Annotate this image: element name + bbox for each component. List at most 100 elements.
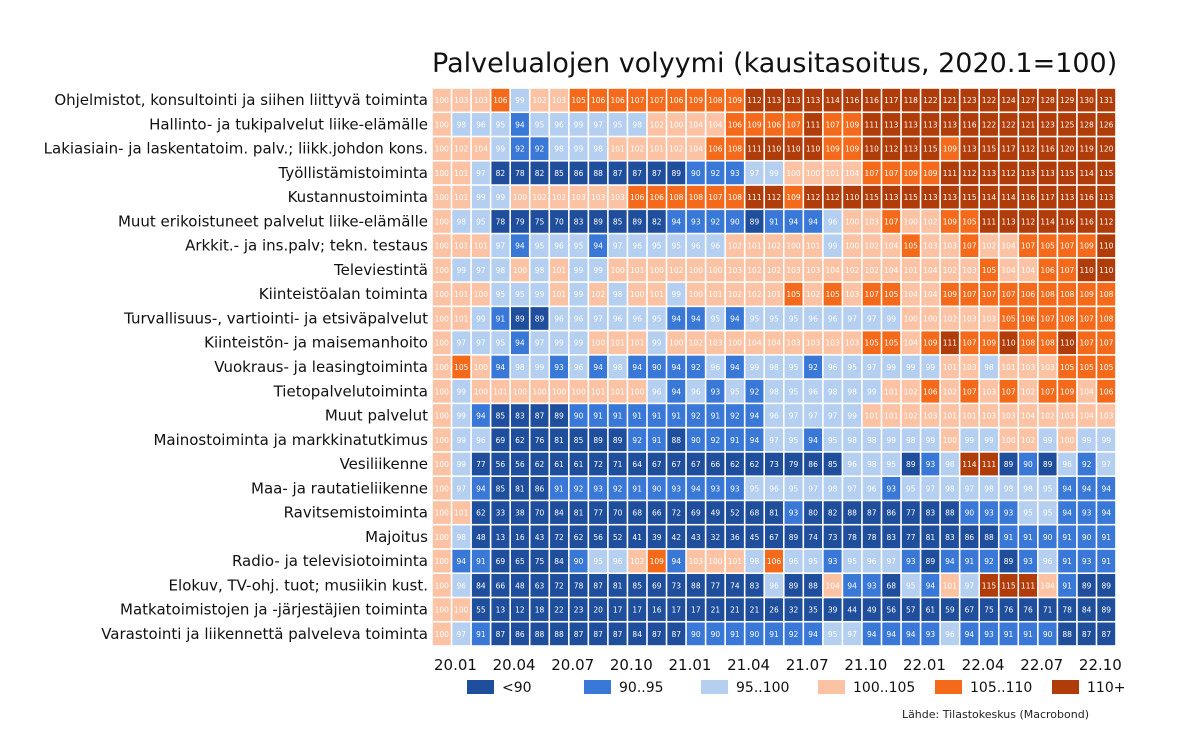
heatmap-cell bbox=[510, 137, 529, 160]
cell-value-label: 89 bbox=[1004, 460, 1014, 469]
cell-value-label: 89 bbox=[554, 412, 564, 421]
cell-value-label: 102 bbox=[845, 266, 860, 275]
heatmap-cell bbox=[706, 476, 725, 500]
cell-value-label: 110 bbox=[806, 145, 821, 154]
heatmap-cell bbox=[999, 379, 1018, 403]
heatmap-cell bbox=[960, 476, 979, 500]
cell-value-label: 96 bbox=[867, 484, 877, 493]
heatmap-cell bbox=[608, 88, 627, 112]
heatmap-cell bbox=[725, 428, 744, 452]
heatmap-cell bbox=[804, 234, 823, 258]
cell-value-label: 87 bbox=[632, 169, 642, 178]
cell-value-label: 91 bbox=[711, 412, 721, 421]
cell-value-label: 98 bbox=[554, 145, 564, 154]
heatmap-cell bbox=[843, 574, 862, 597]
heatmap-cell bbox=[745, 258, 764, 282]
cell-value-label: 82 bbox=[828, 509, 838, 518]
row-label: Lakiasiain- ja laskentatoim. palv.; liik… bbox=[44, 140, 428, 158]
cell-value-label: 90 bbox=[652, 484, 662, 493]
heatmap-cell bbox=[550, 307, 568, 330]
heatmap-cell bbox=[1058, 574, 1077, 597]
heatmap-cell bbox=[862, 258, 881, 282]
cell-value-label: 94 bbox=[730, 363, 740, 372]
cell-value-label: 87 bbox=[574, 630, 584, 639]
heatmap-cell bbox=[843, 501, 862, 524]
cell-value-label: 61 bbox=[926, 606, 936, 615]
heatmap-cell bbox=[647, 137, 666, 160]
cell-value-label: 100 bbox=[435, 387, 450, 396]
heatmap-cell bbox=[901, 622, 920, 646]
cell-value-label: 101 bbox=[747, 242, 762, 251]
cell-value-label: 92 bbox=[632, 436, 642, 445]
cell-value-label: 95 bbox=[613, 120, 623, 129]
heatmap-cell bbox=[784, 476, 803, 500]
cell-value-label: 96 bbox=[1062, 460, 1072, 469]
heatmap-cell bbox=[510, 428, 529, 452]
cell-value-label: 113 bbox=[923, 120, 938, 129]
cell-value-label: 113 bbox=[884, 120, 899, 129]
heatmap-cell bbox=[608, 598, 627, 621]
cell-value-label: 103 bbox=[982, 412, 997, 421]
heatmap-cell bbox=[862, 476, 881, 500]
cell-value-label: 97 bbox=[593, 120, 603, 129]
heatmap-cell bbox=[745, 379, 764, 403]
heatmap-cell bbox=[784, 452, 803, 476]
cell-value-label: 101 bbox=[806, 242, 821, 251]
heatmap-cell bbox=[1077, 476, 1096, 500]
heatmap-cell bbox=[1038, 452, 1057, 476]
heatmap-cell bbox=[862, 161, 881, 185]
cell-value-label: 97 bbox=[476, 169, 486, 178]
heatmap-cell bbox=[647, 622, 666, 646]
heatmap-cell bbox=[999, 574, 1018, 597]
heatmap-cell bbox=[589, 355, 608, 379]
heatmap-cell bbox=[940, 88, 959, 112]
heatmap-cell bbox=[1019, 113, 1038, 136]
legend-label: 105..110 bbox=[970, 680, 1032, 696]
cell-value-label: 107 bbox=[1001, 387, 1016, 396]
heatmap-cell bbox=[1058, 525, 1077, 549]
heatmap-cell bbox=[901, 234, 920, 258]
heatmap-cell bbox=[550, 331, 568, 355]
cell-value-label: 116 bbox=[1080, 193, 1095, 202]
cell-value-label: 110 bbox=[1060, 339, 1075, 348]
heatmap-cell bbox=[569, 258, 588, 282]
cell-value-label: 104 bbox=[689, 145, 704, 154]
heatmap-cell bbox=[999, 234, 1018, 258]
cell-value-label: 96 bbox=[632, 242, 642, 251]
cell-value-label: 85 bbox=[574, 436, 584, 445]
cell-value-label: 91 bbox=[1004, 533, 1014, 542]
heatmap-cell bbox=[1038, 525, 1057, 549]
heatmap-cell bbox=[510, 113, 529, 136]
cell-value-label: 56 bbox=[515, 460, 525, 469]
heatmap-cell bbox=[901, 452, 920, 476]
cell-value-label: 112 bbox=[1001, 169, 1016, 178]
cell-value-label: 13 bbox=[496, 606, 506, 615]
heatmap-cell bbox=[784, 113, 803, 136]
cell-value-label: 91 bbox=[476, 630, 486, 639]
cell-value-label: 89 bbox=[906, 460, 916, 469]
heatmap-cell bbox=[980, 282, 998, 306]
heatmap-cell bbox=[491, 476, 510, 500]
cell-value-label: 116 bbox=[1080, 217, 1095, 226]
cell-value-label: 107 bbox=[962, 290, 977, 299]
cell-value-label: 72 bbox=[554, 533, 564, 542]
heatmap-cell bbox=[608, 379, 627, 403]
cell-value-label: 100 bbox=[708, 557, 723, 566]
cell-value-label: 92 bbox=[808, 363, 818, 372]
heatmap-cell bbox=[940, 113, 959, 136]
heatmap-cell bbox=[765, 331, 783, 355]
cell-value-label: 91 bbox=[496, 314, 506, 323]
cell-value-label: 102 bbox=[982, 242, 997, 251]
cell-value-label: 94 bbox=[515, 242, 525, 251]
cell-value-label: 100 bbox=[650, 266, 665, 275]
heatmap-cell bbox=[1058, 428, 1077, 452]
heatmap-cell bbox=[550, 185, 568, 209]
heatmap-cell bbox=[471, 379, 490, 403]
heatmap-cell bbox=[471, 622, 490, 646]
cell-value-label: 111 bbox=[865, 120, 880, 129]
cell-value-label: 89 bbox=[1101, 581, 1111, 590]
cell-value-label: 67 bbox=[672, 460, 682, 469]
cell-value-label: 107 bbox=[1080, 314, 1095, 323]
heatmap-cell bbox=[471, 137, 490, 160]
heatmap-cell bbox=[1077, 161, 1096, 185]
